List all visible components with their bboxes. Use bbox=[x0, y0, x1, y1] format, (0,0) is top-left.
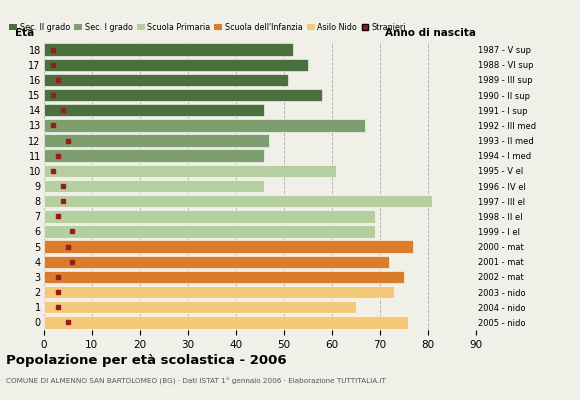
Bar bbox=[44, 43, 293, 56]
Text: COMUNE DI ALMENNO SAN BARTOLOMEO (BG) · Dati ISTAT 1° gennaio 2006 · Elaborazion: COMUNE DI ALMENNO SAN BARTOLOMEO (BG) · … bbox=[6, 378, 386, 385]
Bar bbox=[44, 286, 394, 298]
Bar bbox=[44, 256, 389, 268]
Bar bbox=[44, 165, 336, 177]
Bar bbox=[44, 240, 413, 253]
Text: Popolazione per età scolastica - 2006: Popolazione per età scolastica - 2006 bbox=[6, 354, 287, 367]
Bar bbox=[44, 225, 375, 238]
Bar bbox=[44, 134, 269, 147]
Bar bbox=[44, 74, 288, 86]
Bar bbox=[44, 58, 307, 71]
Bar bbox=[44, 89, 322, 101]
Text: Età: Età bbox=[16, 28, 35, 38]
Bar bbox=[44, 150, 264, 162]
Legend: Sec. II grado, Sec. I grado, Scuola Primaria, Scuola dell'Infanzia, Asilo Nido, : Sec. II grado, Sec. I grado, Scuola Prim… bbox=[6, 20, 409, 35]
Bar bbox=[44, 316, 408, 329]
Bar bbox=[44, 210, 375, 222]
Bar bbox=[44, 195, 432, 207]
Bar bbox=[44, 119, 365, 132]
Bar bbox=[44, 271, 404, 283]
Text: Anno di nascita: Anno di nascita bbox=[385, 28, 476, 38]
Bar bbox=[44, 301, 356, 314]
Bar bbox=[44, 104, 264, 116]
Bar bbox=[44, 180, 264, 192]
